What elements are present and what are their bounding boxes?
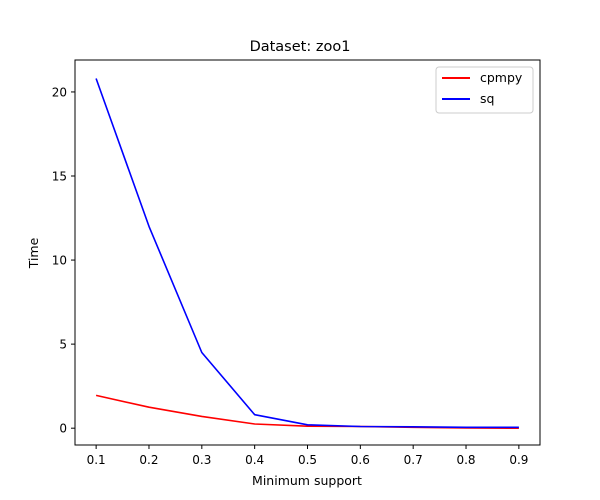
chart-title: Dataset: zoo1 xyxy=(250,39,351,55)
y-tick-label: 15 xyxy=(52,170,67,184)
x-tick-label: 0.6 xyxy=(351,453,370,467)
x-tick-label: 0.5 xyxy=(298,453,317,467)
axis-ticks: 0.1 0.2 0.3 0.4 0.5 0.6 0.7 0.8 0.9 0 5 10 15 20 xyxy=(52,85,529,467)
legend-label-sq: sq xyxy=(480,91,494,106)
y-tick-label: 0 xyxy=(59,422,67,436)
legend-label-cpmpy: cpmpy xyxy=(480,70,523,85)
x-tick-label: 0.7 xyxy=(404,453,423,467)
plot-area-frame xyxy=(74,59,541,446)
x-axis-label: Minimum support xyxy=(252,473,362,488)
x-tick-label: 0.1 xyxy=(87,453,106,467)
legend: cpmpy sq xyxy=(435,66,534,114)
x-tick-label: 0.2 xyxy=(139,453,158,467)
x-tick-label: 0.4 xyxy=(245,453,264,467)
y-tick-label: 10 xyxy=(52,254,67,268)
y-tick-label: 20 xyxy=(52,85,67,99)
x-tick-label: 0.3 xyxy=(192,453,211,467)
y-axis-label: Time xyxy=(26,237,41,269)
x-tick-label: 0.8 xyxy=(456,453,475,467)
series-lines xyxy=(95,78,519,429)
y-tick-label: 5 xyxy=(59,338,67,352)
x-tick-label: 0.9 xyxy=(509,453,528,467)
series-line-sq xyxy=(95,78,519,429)
